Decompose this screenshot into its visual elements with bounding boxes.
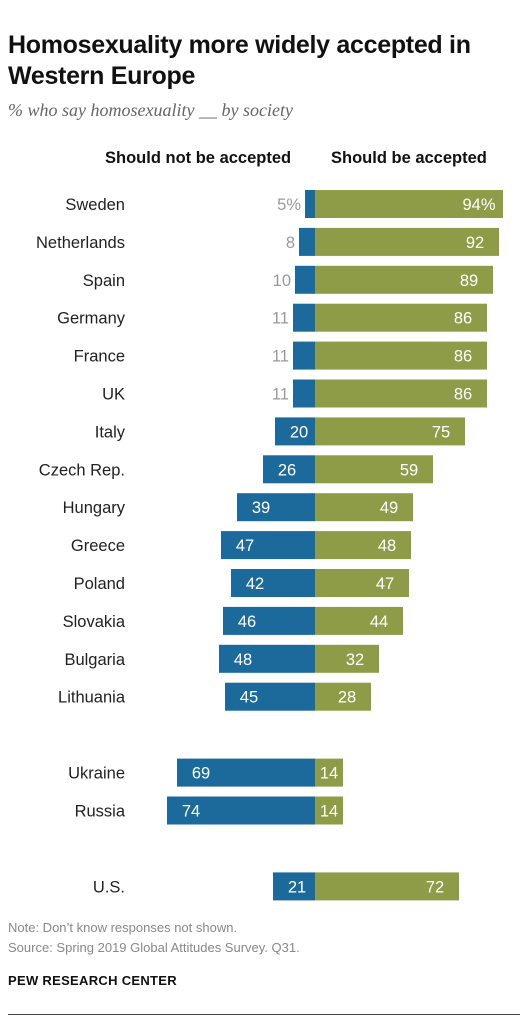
category-label-spain: Spain [83,272,125,290]
bar-accepted-france [315,341,487,370]
bar-not-accepted-u-s [273,872,315,901]
bar-not-accepted-poland [231,569,315,597]
category-label-russia: Russia [75,803,126,821]
category-label-ukraine: Ukraine [68,765,125,783]
value-label-not-accepted-ukraine: 69 [192,765,210,783]
value-label-not-accepted-sweden: 5% [277,196,301,214]
bar-not-accepted-greece [221,531,315,560]
value-label-accepted-italy: 75 [432,423,450,441]
bar-accepted-netherlands [315,227,499,256]
category-label-germany: Germany [57,310,126,328]
value-label-accepted-czech-rep: 59 [400,461,418,479]
category-label-greece: Greece [71,537,125,555]
bar-not-accepted-lithuania [225,682,315,711]
value-label-accepted-netherlands: 92 [466,234,484,252]
footer-org: PEW RESEARCH CENTER [8,973,177,988]
bar-not-accepted-hungary [237,493,315,522]
category-label-lithuania: Lithuania [58,689,126,707]
bar-accepted-germany [315,303,487,332]
value-label-not-accepted-czech-rep: 26 [278,461,296,479]
bar-not-accepted-bulgaria [219,644,315,673]
bar-not-accepted-uk [293,379,315,408]
value-label-not-accepted-uk: 11 [272,386,289,404]
category-label-uk: UK [102,386,125,404]
value-label-not-accepted-greece: 47 [236,537,254,555]
chart-source: Source: Spring 2019 Global Attitudes Sur… [8,940,300,955]
bar-not-accepted-ukraine [177,758,315,787]
category-label-poland: Poland [74,575,125,593]
bar-not-accepted-czech-rep [263,455,315,484]
bar-not-accepted-spain [295,265,315,294]
value-label-accepted-uk: 86 [454,386,472,404]
chart-note: Note: Don’t know responses not shown. [8,920,238,935]
value-label-accepted-poland: 47 [376,575,394,593]
value-label-not-accepted-russia: 74 [182,803,200,821]
value-label-not-accepted-germany: 11 [272,310,289,328]
bar-accepted-slovakia [315,606,403,635]
value-label-accepted-hungary: 49 [380,499,398,517]
diverging-bar-chart: Sweden 5% 94% Netherlands 8 92 Spain 10 89 German… [36,190,503,901]
value-label-accepted-france: 86 [454,348,472,366]
bar-accepted-hungary [315,493,413,522]
bar-not-accepted-italy [275,417,315,446]
bar-accepted-bulgaria [315,644,379,673]
category-label-bulgaria: Bulgaria [64,651,125,669]
bar-not-accepted-slovakia [223,606,315,635]
value-label-accepted-ukraine: 14 [320,765,338,783]
bar-not-accepted-russia [167,796,315,825]
chart-title: Homosexuality more widely accepted in We… [8,31,471,90]
category-label-czech-rep: Czech Rep. [39,461,125,479]
bar-accepted-sweden [315,190,503,218]
value-label-accepted-lithuania: 28 [338,689,356,707]
bar-not-accepted-germany [293,303,315,332]
category-label-italy: Italy [95,423,126,441]
bar-accepted-greece [315,531,411,560]
value-label-not-accepted-italy: 20 [290,423,308,441]
value-label-accepted-germany: 86 [454,310,472,328]
bar-not-accepted-france [293,341,315,370]
value-label-not-accepted-u-s: 21 [288,878,306,896]
value-label-not-accepted-slovakia: 46 [238,613,256,631]
bar-accepted-italy [315,417,465,446]
value-label-not-accepted-france: 11 [272,348,289,366]
bar-accepted-czech-rep [315,455,433,484]
bar-accepted-spain [315,265,493,294]
value-label-accepted-u-s: 72 [426,878,444,896]
value-label-accepted-bulgaria: 32 [346,651,364,669]
value-label-accepted-russia: 14 [320,803,338,821]
category-label-slovakia: Slovakia [63,613,126,631]
bar-accepted-russia [315,796,343,825]
value-label-not-accepted-spain: 10 [273,272,291,290]
bar-accepted-ukraine [315,758,343,787]
bar-not-accepted-netherlands [299,227,315,256]
category-label-netherlands: Netherlands [36,234,125,252]
value-label-not-accepted-bulgaria: 48 [234,651,252,669]
bar-accepted-poland [315,569,409,597]
series-header-not-accepted: Should not be accepted [105,149,292,167]
category-label-hungary: Hungary [63,499,126,517]
bar-accepted-u-s [315,872,459,901]
category-label-u-s: U.S. [93,878,125,896]
bar-not-accepted-sweden [305,190,315,218]
value-label-accepted-spain: 89 [460,272,478,290]
chart-subtitle: % who say homosexuality __ by society [8,100,293,120]
bar-accepted-uk [315,379,487,408]
value-label-not-accepted-netherlands: 8 [286,234,295,252]
bottom-rule [8,1014,520,1015]
category-label-france: France [74,348,125,366]
bar-accepted-lithuania [315,682,371,711]
category-label-sweden: Sweden [65,196,125,214]
value-label-not-accepted-hungary: 39 [252,499,270,517]
value-label-not-accepted-poland: 42 [246,575,264,593]
series-header-accepted: Should be accepted [331,149,487,167]
value-label-accepted-sweden: 94% [462,196,495,214]
value-label-accepted-greece: 48 [378,537,396,555]
value-label-not-accepted-lithuania: 45 [240,689,258,707]
value-label-accepted-slovakia: 44 [370,613,388,631]
